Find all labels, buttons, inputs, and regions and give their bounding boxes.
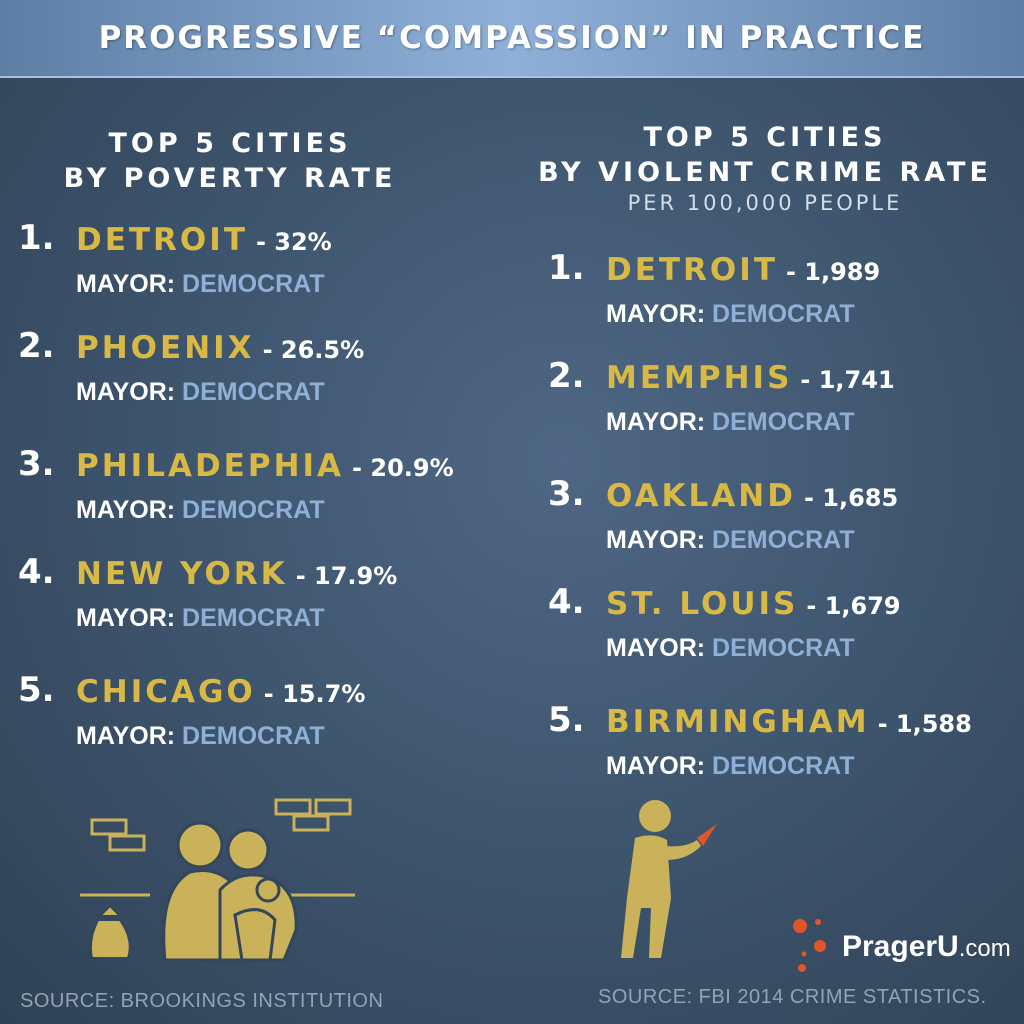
crime-value: - 1,588: [877, 710, 972, 738]
rank-number: 3.: [18, 444, 55, 484]
mayor-line: MAYOR: DEMOCRAT: [76, 270, 325, 299]
knife-icon: [697, 824, 717, 846]
city-name: BIRMINGHAM - 1,588: [606, 704, 972, 740]
party-label: DEMOCRAT: [182, 378, 325, 406]
logo-text: PragerU.com: [842, 930, 1011, 964]
mayor-label: MAYOR:: [606, 752, 706, 780]
mayor-label: MAYOR:: [76, 378, 176, 406]
rate-value: - 32%: [255, 228, 332, 256]
rank-number: 3.: [548, 474, 585, 514]
logo-name: PragerU: [842, 930, 959, 963]
mayor-line: MAYOR: DEMOCRAT: [606, 300, 855, 329]
rank-number: 5.: [548, 700, 585, 740]
rate-value: - 20.9%: [352, 454, 454, 482]
rank-number: 2.: [18, 326, 55, 366]
rate-value: - 26.5%: [262, 336, 365, 364]
mayor-line: MAYOR: DEMOCRAT: [606, 526, 855, 555]
mayor-label: MAYOR:: [76, 496, 176, 524]
rank-number: 1.: [18, 218, 55, 258]
mayor-line: MAYOR: DEMOCRAT: [606, 752, 855, 781]
mayor-label: MAYOR:: [76, 270, 176, 298]
party-label: DEMOCRAT: [712, 300, 855, 328]
city-label: DETROIT: [606, 252, 778, 288]
crime-value: - 1,989: [785, 258, 881, 286]
mayor-line: MAYOR: DEMOCRAT: [76, 722, 325, 751]
page-title: PROGRESSIVE “COMPASSION” IN PRACTICE: [98, 20, 926, 56]
mayor-label: MAYOR:: [606, 634, 706, 662]
mayor-label: MAYOR:: [606, 526, 706, 554]
prageru-logo-dots: [793, 919, 826, 972]
city-label: CHICAGO: [76, 674, 256, 710]
city-name: NEW YORK - 17.9%: [76, 556, 397, 592]
mayor-label: MAYOR:: [606, 300, 706, 328]
rate-value: - 17.9%: [295, 562, 398, 590]
rank-number: 4.: [548, 582, 585, 622]
party-label: DEMOCRAT: [712, 526, 855, 554]
money-bag-icon: [89, 904, 131, 959]
mayor-line: MAYOR: DEMOCRAT: [606, 408, 855, 437]
city-label: NEW YORK: [76, 556, 288, 592]
poverty-heading-line-1: TOP 5 CITIES: [108, 128, 352, 159]
crime-heading-line-1: TOP 5 CITIES: [643, 122, 887, 153]
mayor-line: MAYOR: DEMOCRAT: [606, 634, 855, 663]
city-label: ST. LOUIS: [606, 586, 799, 622]
mayor-line: MAYOR: DEMOCRAT: [76, 604, 325, 633]
city-label: BIRMINGHAM: [606, 704, 870, 740]
crime-heading: TOP 5 CITIES BY VIOLENT CRIME RATE PER 1…: [525, 120, 1005, 216]
crime-value: - 1,741: [800, 366, 895, 394]
city-name: OAKLAND - 1,685: [606, 478, 898, 514]
city-name: MEMPHIS - 1,741: [606, 360, 895, 396]
poverty-source: SOURCE: BROOKINGS INSTITUTION: [20, 990, 384, 1012]
party-label: DEMOCRAT: [712, 752, 855, 780]
city-label: DETROIT: [76, 222, 248, 258]
header-banner: PROGRESSIVE “COMPASSION” IN PRACTICE: [0, 0, 1024, 78]
rank-number: 4.: [18, 552, 55, 592]
city-name: PHILADEPHIA - 20.9%: [76, 448, 454, 484]
knife-attacker-illustration: [621, 800, 717, 958]
city-label: MEMPHIS: [606, 360, 793, 396]
city-label: PHILADEPHIA: [76, 448, 345, 484]
city-name: CHICAGO - 15.7%: [76, 674, 365, 710]
city-name: DETROIT - 1,989: [606, 252, 880, 288]
city-name: ST. LOUIS - 1,679: [606, 586, 901, 622]
prageru-logo[interactable]: PragerU.com: [790, 916, 1020, 976]
party-label: DEMOCRAT: [712, 634, 855, 662]
crime-value: - 1,679: [806, 592, 901, 620]
mayor-line: MAYOR: DEMOCRAT: [76, 378, 325, 407]
crime-value: - 1,685: [803, 484, 899, 512]
mayor-label: MAYOR:: [606, 408, 706, 436]
party-label: DEMOCRAT: [182, 496, 325, 524]
rank-number: 1.: [548, 248, 585, 288]
city-label: OAKLAND: [606, 478, 796, 514]
party-label: DEMOCRAT: [712, 408, 855, 436]
party-label: DEMOCRAT: [182, 722, 325, 750]
party-label: DEMOCRAT: [182, 604, 325, 632]
city-name: DETROIT - 32%: [76, 222, 332, 258]
rank-number: 5.: [18, 670, 55, 710]
city-name: PHOENIX - 26.5%: [76, 330, 364, 366]
mayor-label: MAYOR:: [76, 604, 176, 632]
crime-heading-line-2: BY VIOLENT CRIME RATE: [538, 157, 992, 188]
logo-suffix: .com: [958, 935, 1011, 962]
crime-subheading: PER 100,000 PEOPLE: [627, 191, 903, 215]
poverty-heading-line-2: BY POVERTY RATE: [63, 163, 397, 194]
party-label: DEMOCRAT: [182, 270, 325, 298]
crime-source: SOURCE: FBI 2014 CRIME STATISTICS.: [598, 986, 987, 1008]
poverty-heading: TOP 5 CITIES BY POVERTY RATE: [20, 126, 440, 196]
city-label: PHOENIX: [76, 330, 255, 366]
brick-wall-icon: [80, 798, 355, 897]
rate-value: - 15.7%: [263, 680, 366, 708]
rank-number: 2.: [548, 356, 585, 396]
homeless-family-illustration: [80, 798, 355, 962]
mayor-label: MAYOR:: [76, 722, 176, 750]
mayor-line: MAYOR: DEMOCRAT: [76, 496, 325, 525]
people-group-icon: [162, 821, 298, 962]
